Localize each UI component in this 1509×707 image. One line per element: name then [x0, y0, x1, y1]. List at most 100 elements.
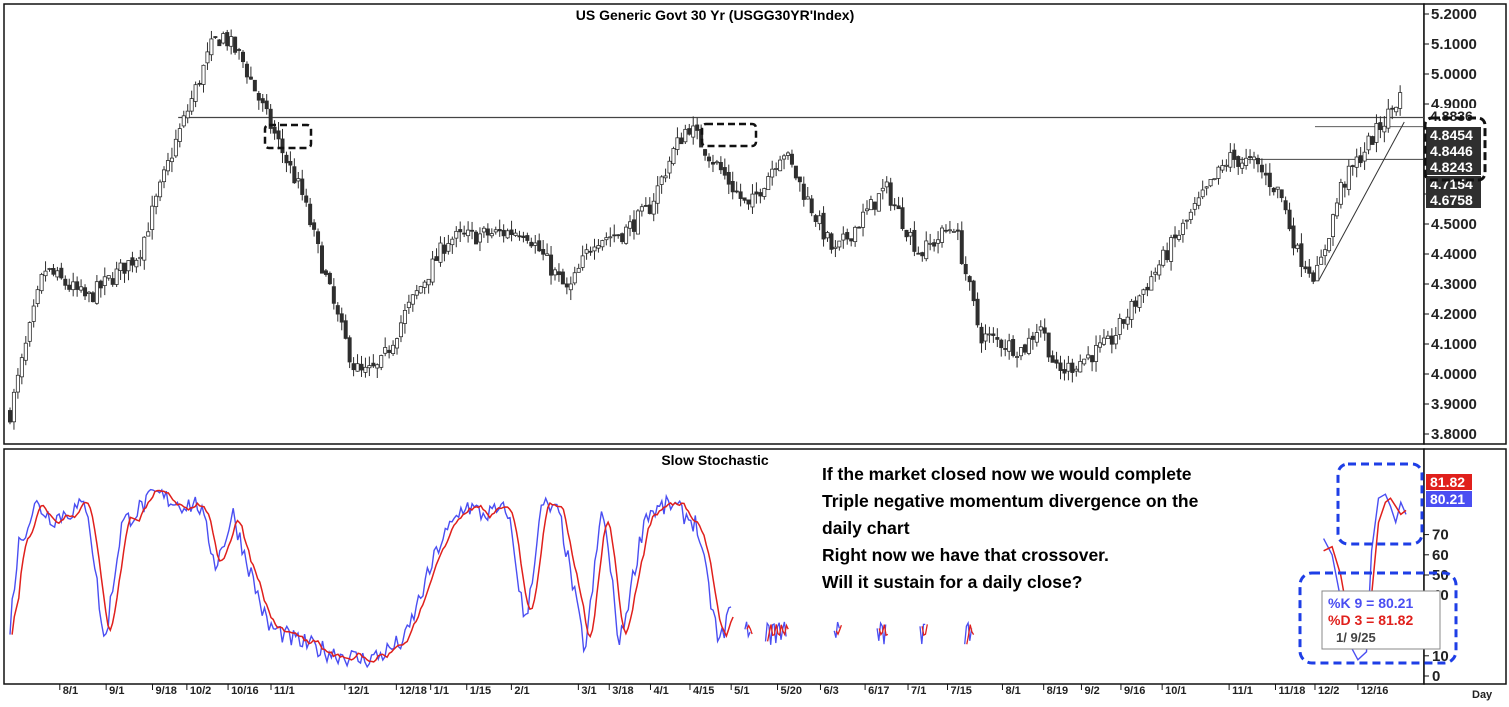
candle-body — [367, 365, 372, 369]
price-tag-bg — [1426, 192, 1481, 208]
candle-body — [1042, 327, 1047, 334]
candle-body — [43, 270, 48, 277]
candle-body — [592, 246, 597, 252]
candle-body — [402, 309, 407, 324]
candle-body — [821, 212, 826, 240]
candle-body — [545, 253, 550, 256]
candle-body — [244, 63, 249, 78]
candle-body — [556, 271, 561, 276]
x-tick-label: 10/2 — [190, 685, 211, 697]
candle-body — [11, 391, 16, 423]
candle-body — [805, 196, 810, 200]
candle-body — [1342, 183, 1347, 188]
candle-body — [316, 231, 321, 245]
candle-body — [537, 240, 542, 252]
candle-body — [975, 298, 980, 326]
candle-body — [1283, 200, 1288, 211]
candle-body — [343, 320, 348, 339]
x-tick-label: 4/1 — [653, 685, 668, 697]
candle-body — [707, 156, 712, 162]
annotation-line-5: Will it sustain for a daily close? — [822, 572, 1082, 592]
candle-body — [165, 160, 170, 172]
x-tick-label: 11/18 — [1278, 685, 1305, 697]
candle-body — [1362, 151, 1367, 162]
candle-body — [126, 260, 131, 272]
candle-body — [513, 232, 518, 236]
candle-body — [102, 276, 107, 286]
candle-body — [51, 268, 56, 275]
candle-body — [1398, 92, 1403, 109]
candle-body — [1366, 135, 1371, 151]
candle-body — [1240, 162, 1245, 169]
candle-body — [1019, 347, 1024, 357]
candle-body — [1117, 317, 1122, 335]
legend-date: 1/ 9/25 — [1336, 630, 1376, 645]
candle-body — [951, 230, 956, 233]
candle-body — [1232, 149, 1237, 160]
candle-body — [391, 344, 396, 355]
candle-body — [458, 229, 463, 233]
x-tick-label: 8/1 — [1005, 685, 1020, 697]
candle-body — [616, 234, 621, 237]
candle-body — [308, 203, 313, 226]
candle-body — [477, 233, 482, 243]
candle-body — [414, 290, 419, 296]
candle-body — [750, 193, 755, 208]
candle-body — [335, 305, 340, 315]
candle-body — [1184, 219, 1189, 222]
candle-body — [734, 190, 739, 193]
candle-body — [331, 286, 336, 304]
candle-body — [1378, 122, 1383, 130]
candle-body — [872, 201, 877, 210]
candle-body — [1050, 355, 1055, 363]
candle-body — [920, 252, 925, 257]
candle-body — [789, 153, 794, 165]
candle-body — [703, 149, 708, 156]
price-tick-label: 5.1000 — [1431, 36, 1477, 53]
candle-body — [714, 161, 719, 164]
candle-body — [932, 242, 937, 247]
candle-body — [1094, 344, 1099, 362]
price-tag-bg — [1426, 159, 1481, 175]
stoch-tick-label: 60 — [1432, 547, 1449, 564]
candle-body — [489, 233, 494, 237]
candle-body — [142, 236, 147, 261]
candle-body — [797, 176, 802, 183]
candle-body — [659, 176, 664, 185]
candle-body — [730, 181, 735, 193]
candle-body — [1161, 249, 1166, 266]
candle-body — [1303, 266, 1308, 270]
candle-body — [23, 342, 28, 361]
candle-body — [493, 229, 498, 233]
candle-body — [1113, 335, 1118, 345]
candle-body — [209, 38, 214, 56]
candle-body — [296, 178, 301, 182]
candle-body — [63, 278, 68, 286]
candle-body — [442, 244, 447, 254]
x-tick-label: 5/1 — [734, 685, 749, 697]
candle-body — [434, 256, 439, 261]
stochastic-y-ticks: 70605040100 — [1424, 527, 1449, 685]
x-tick-label: 3/18 — [612, 685, 633, 697]
price-tag-label: 4.8454 — [1430, 127, 1473, 143]
price-chart-title: US Generic Govt 30 Yr (USGG30YR'Index) — [576, 7, 855, 23]
candle-body — [1275, 186, 1280, 190]
candle-body — [738, 191, 743, 199]
stoch-tick-label: 70 — [1432, 527, 1449, 544]
candle-body — [635, 210, 640, 235]
candle-body — [916, 252, 921, 255]
candle-body — [908, 231, 913, 237]
candle-body — [1058, 362, 1063, 371]
candle-body — [1188, 211, 1193, 220]
x-tick-label: 1/15 — [470, 685, 491, 697]
candle-body — [1173, 234, 1178, 239]
candle-body — [1007, 340, 1012, 352]
candle-body — [647, 204, 652, 214]
candle-body — [106, 275, 111, 279]
candle-body — [1101, 337, 1106, 345]
candle-body — [655, 185, 660, 204]
candle-body — [260, 98, 265, 104]
candle-body — [1015, 356, 1020, 358]
price-tick-label: 4.3000 — [1431, 276, 1477, 293]
candle-body — [1121, 319, 1126, 324]
